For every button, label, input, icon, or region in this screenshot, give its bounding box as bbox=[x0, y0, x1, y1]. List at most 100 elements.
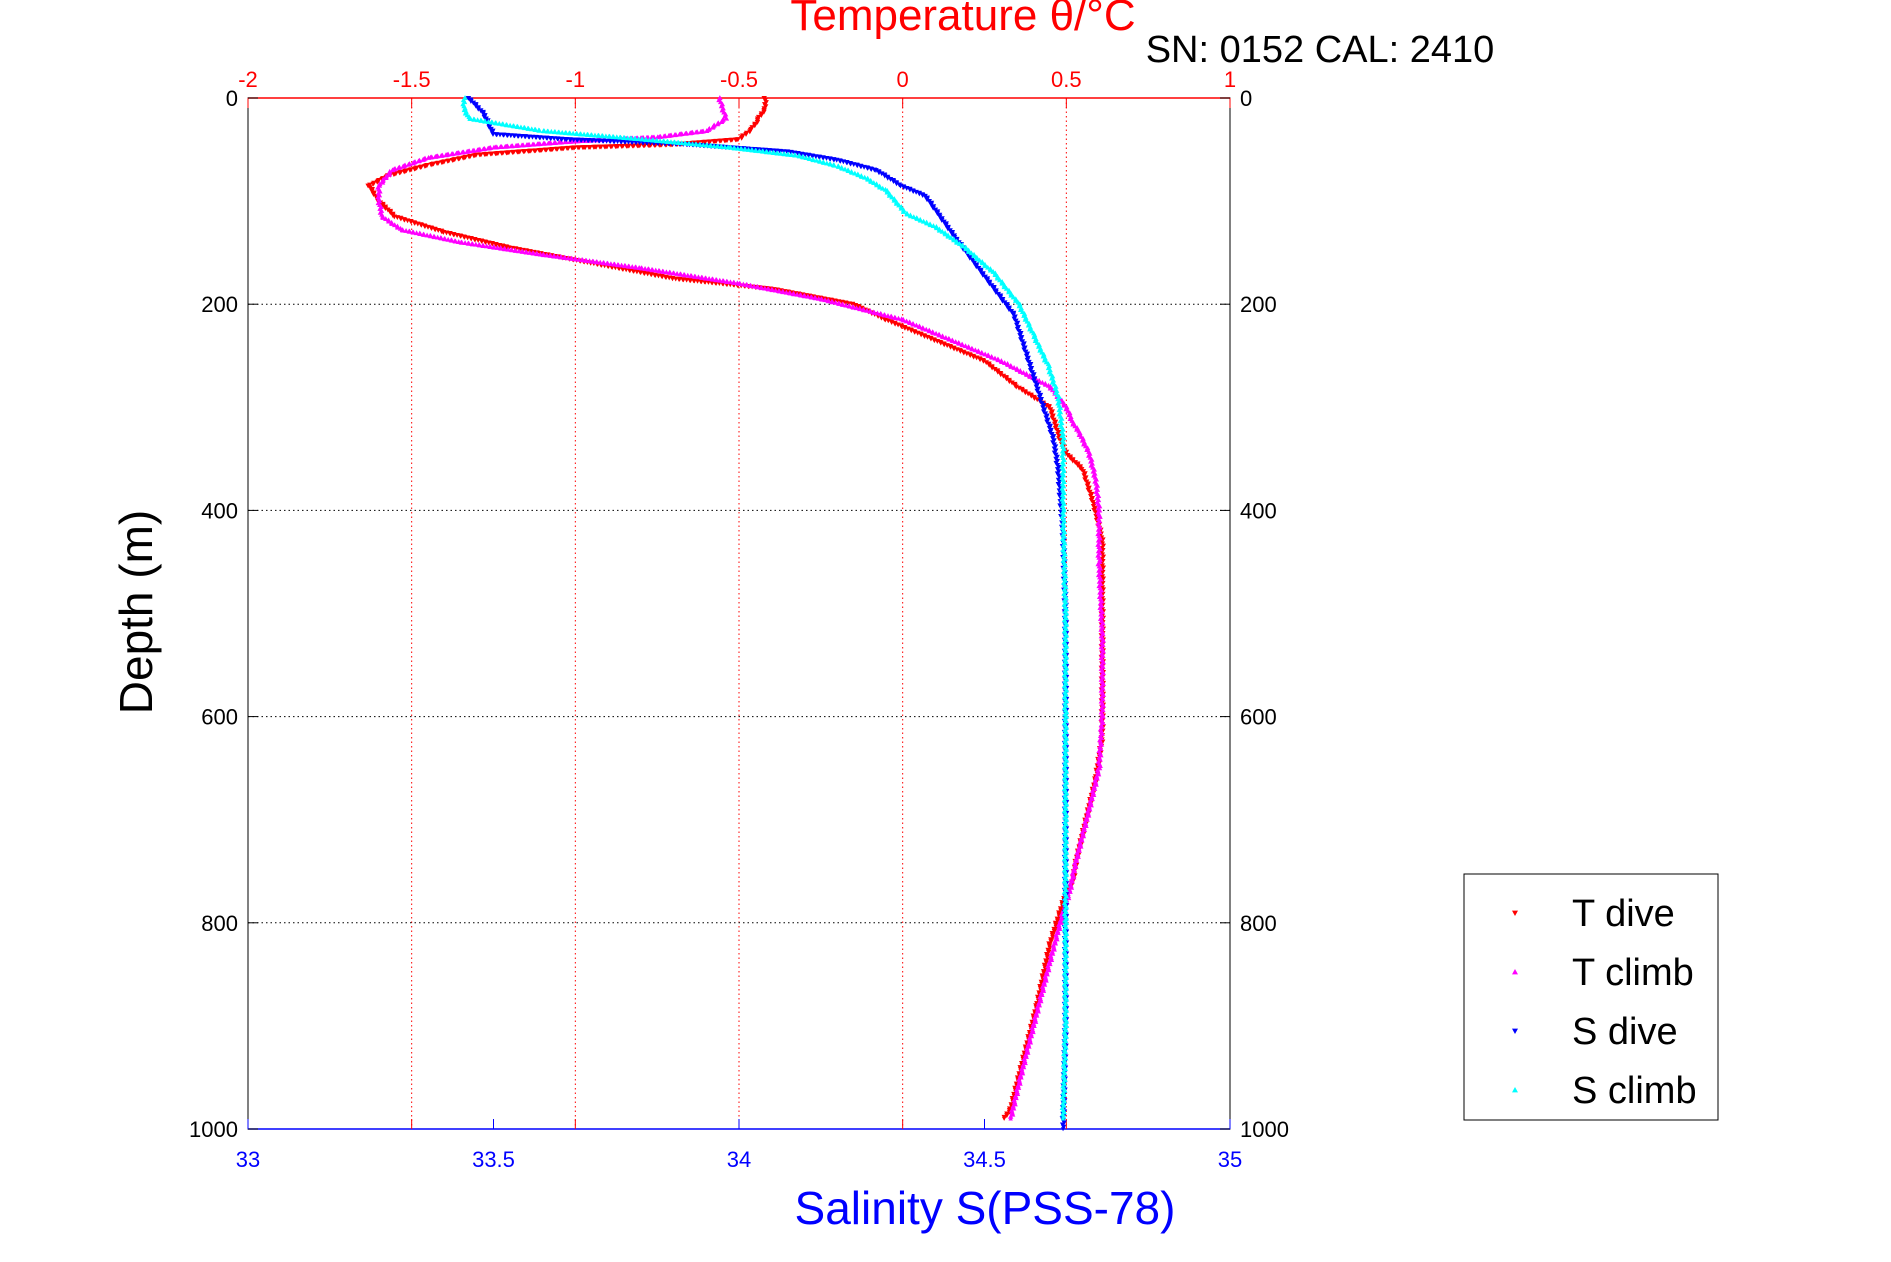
data-point bbox=[727, 279, 734, 285]
data-point bbox=[558, 146, 564, 152]
data-point bbox=[976, 257, 983, 263]
data-point bbox=[534, 141, 541, 147]
data-point bbox=[1014, 1091, 1021, 1097]
data-point bbox=[840, 302, 846, 307]
data-point bbox=[661, 138, 667, 144]
data-point bbox=[623, 143, 630, 149]
data-point bbox=[672, 139, 678, 145]
data-point bbox=[1019, 1070, 1026, 1076]
data-point bbox=[1032, 1018, 1039, 1024]
data-point bbox=[581, 137, 588, 143]
data-point bbox=[745, 146, 752, 152]
data-point bbox=[720, 278, 727, 284]
data-point bbox=[514, 149, 521, 155]
data-point bbox=[1001, 360, 1008, 365]
data-point bbox=[639, 136, 646, 142]
data-point bbox=[567, 137, 574, 143]
data-point bbox=[767, 149, 773, 155]
data-point bbox=[771, 150, 777, 155]
data-point bbox=[668, 139, 674, 145]
data-point bbox=[1043, 977, 1049, 983]
data-point bbox=[992, 355, 998, 361]
data-point bbox=[632, 136, 639, 141]
data-point bbox=[646, 137, 653, 143]
data-point bbox=[482, 118, 488, 124]
data-point bbox=[574, 131, 580, 136]
data-point bbox=[877, 184, 883, 190]
data-point bbox=[1026, 1043, 1032, 1049]
data-point bbox=[713, 277, 720, 283]
data-point bbox=[895, 315, 902, 321]
data-point bbox=[626, 263, 632, 269]
data-point bbox=[391, 172, 397, 178]
data-point bbox=[682, 130, 689, 136]
data-point bbox=[845, 168, 852, 174]
data-point bbox=[559, 129, 565, 135]
data-point bbox=[615, 262, 622, 268]
data-point bbox=[731, 280, 737, 285]
data-point bbox=[852, 170, 858, 176]
data-point bbox=[749, 147, 756, 153]
data-point bbox=[910, 321, 917, 327]
data-point bbox=[762, 285, 768, 291]
data-point bbox=[865, 176, 871, 182]
data-point bbox=[788, 152, 795, 158]
data-point bbox=[596, 138, 603, 144]
data-point bbox=[556, 139, 562, 145]
data-point bbox=[505, 246, 511, 252]
data-point bbox=[492, 151, 499, 157]
data-point bbox=[580, 145, 586, 151]
data-point bbox=[445, 158, 451, 164]
data-point bbox=[1091, 785, 1098, 791]
data-point bbox=[1008, 364, 1014, 369]
data-point bbox=[410, 160, 416, 166]
data-point bbox=[982, 263, 988, 269]
data-point bbox=[923, 326, 929, 332]
data-point bbox=[969, 346, 976, 352]
data-point bbox=[657, 138, 663, 144]
data-point bbox=[939, 228, 946, 234]
data-point bbox=[422, 164, 428, 169]
data-point bbox=[420, 157, 426, 162]
data-point bbox=[966, 344, 972, 350]
data-point bbox=[569, 255, 575, 261]
data-point bbox=[1028, 1033, 1035, 1039]
top-axis-title: Temperature θ/°C bbox=[790, 0, 1135, 40]
data-point bbox=[717, 138, 723, 144]
data-point bbox=[1036, 1002, 1043, 1008]
data-point bbox=[824, 160, 830, 166]
data-point bbox=[1020, 369, 1027, 375]
data-point bbox=[642, 265, 648, 271]
right-tick-label: 200 bbox=[1240, 292, 1277, 317]
data-point bbox=[624, 135, 631, 141]
data-point bbox=[706, 139, 712, 145]
data-point bbox=[1058, 919, 1064, 925]
data-point bbox=[1008, 292, 1014, 298]
right-tick-label: 0 bbox=[1240, 86, 1252, 111]
data-point bbox=[485, 145, 491, 151]
data-point bbox=[586, 258, 593, 264]
data-point bbox=[478, 117, 485, 123]
data-point bbox=[685, 272, 691, 278]
right-tick-label: 600 bbox=[1240, 705, 1277, 730]
data-point bbox=[999, 359, 1005, 364]
data-point bbox=[570, 130, 576, 136]
data-point bbox=[498, 245, 504, 251]
data-point bbox=[1034, 1012, 1040, 1018]
data-point bbox=[722, 144, 728, 150]
data-point bbox=[1089, 796, 1095, 802]
plot-frame bbox=[247, 97, 1231, 1130]
data-point bbox=[460, 155, 466, 161]
data-point bbox=[997, 277, 1003, 283]
data-point bbox=[453, 150, 460, 156]
data-point bbox=[1012, 1101, 1018, 1107]
data-point bbox=[751, 283, 757, 289]
data-series bbox=[365, 95, 1107, 1132]
data-point bbox=[802, 293, 808, 299]
data-point bbox=[554, 253, 561, 259]
data-point bbox=[995, 357, 1002, 363]
right-tick-label: 400 bbox=[1240, 498, 1277, 523]
data-point bbox=[952, 339, 959, 344]
data-point bbox=[635, 136, 642, 142]
